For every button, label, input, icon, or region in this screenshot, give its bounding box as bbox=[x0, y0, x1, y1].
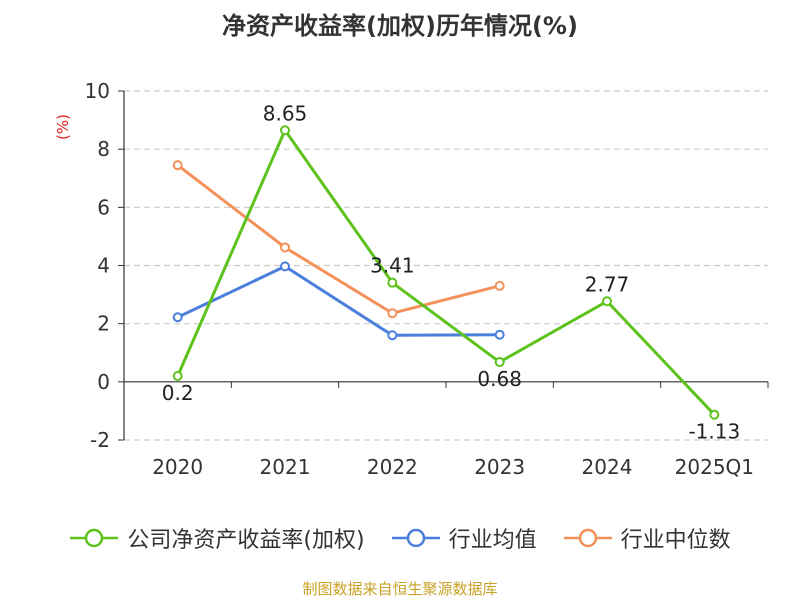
data-point bbox=[602, 296, 612, 307]
chart-title: 净资产收益率(加权)历年情况(%) bbox=[222, 12, 578, 40]
y-tick-label: 10 bbox=[85, 79, 110, 103]
data-label: 0.68 bbox=[477, 367, 522, 391]
y-axis-label: (%) bbox=[54, 114, 72, 140]
data-point bbox=[172, 160, 183, 171]
legend-line-marker-icon bbox=[563, 528, 612, 548]
x-tick-label: 2022 bbox=[367, 455, 418, 479]
legend-line-marker-icon bbox=[391, 528, 440, 548]
legend-item[interactable]: 行业均值 bbox=[391, 522, 537, 554]
data-label: 2.77 bbox=[585, 272, 630, 296]
data-label: -1.13 bbox=[688, 420, 740, 444]
y-tick-label: 6 bbox=[97, 195, 110, 219]
legend-item[interactable]: 公司净资产收益率(加权) bbox=[69, 522, 365, 554]
legend-label: 行业中位数 bbox=[620, 528, 731, 553]
data-labels: 0.2 8.65 3.41 0.68 2.77 -1.13 bbox=[162, 101, 740, 443]
legend-item[interactable]: 行业中位数 bbox=[563, 522, 731, 554]
data-point bbox=[387, 308, 398, 319]
data-point bbox=[280, 125, 290, 136]
data-point bbox=[387, 330, 398, 341]
y-tick-label: 0 bbox=[97, 370, 110, 394]
data-label: 8.65 bbox=[263, 101, 308, 125]
x-tick-label: 2020 bbox=[152, 455, 203, 479]
x-tick-label: 2025Q1 bbox=[675, 455, 754, 479]
series-line bbox=[177, 264, 500, 337]
data-point bbox=[494, 329, 505, 340]
legend-line-marker-icon bbox=[70, 528, 119, 548]
x-tick-label: 2021 bbox=[260, 455, 311, 479]
data-label: 0.2 bbox=[162, 381, 194, 405]
y-tick-label: 4 bbox=[97, 254, 110, 278]
data-point bbox=[494, 357, 505, 368]
y-tick-label: 8 bbox=[97, 137, 110, 161]
series-lines bbox=[172, 125, 720, 420]
legend: 公司净资产收益率(加权) 行业均值 行业中位数 bbox=[0, 518, 800, 558]
data-point bbox=[172, 371, 183, 382]
series-line bbox=[176, 163, 501, 315]
y-tick-label: 2 bbox=[97, 312, 110, 336]
data-point bbox=[280, 242, 290, 253]
x-tick-label: 2024 bbox=[582, 455, 633, 479]
x-tick-label: 2023 bbox=[474, 455, 525, 479]
series-line bbox=[176, 128, 716, 416]
source-note: 制图数据来自恒生聚源数据库 bbox=[302, 580, 498, 598]
axes: -2 0 2 4 6 8 10 2020 2021 2022 2023 2024 2025Q1 bbox=[85, 79, 769, 479]
legend-label: 行业均值 bbox=[448, 528, 537, 553]
y-tick-label: -2 bbox=[90, 428, 110, 452]
data-point bbox=[172, 312, 183, 323]
data-point bbox=[280, 261, 290, 272]
legend-label: 公司净资产收益率(加权) bbox=[127, 528, 365, 553]
data-label: 3.41 bbox=[370, 254, 415, 278]
data-point bbox=[709, 409, 720, 420]
data-point bbox=[387, 277, 398, 288]
data-point bbox=[494, 280, 505, 291]
